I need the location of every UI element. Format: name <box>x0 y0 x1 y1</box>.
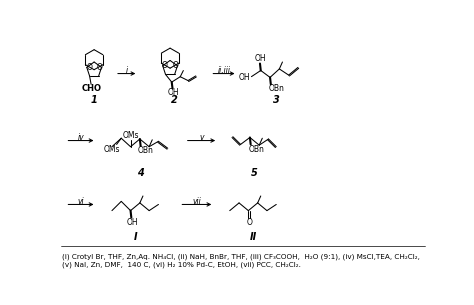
Text: II: II <box>249 232 256 242</box>
Text: OMs: OMs <box>104 145 120 154</box>
Text: O: O <box>96 63 102 72</box>
Text: (v) NaI, Zn, DMF,  140 C, (vi) H₂ 10% Pd-C, EtOH, (vii) PCC, CH₂Cl₂.: (v) NaI, Zn, DMF, 140 C, (vi) H₂ 10% Pd-… <box>63 261 301 268</box>
Text: 3: 3 <box>273 95 280 105</box>
Text: iv: iv <box>78 133 84 142</box>
Text: CHO: CHO <box>82 84 102 93</box>
Text: OMs: OMs <box>122 131 139 140</box>
Text: vii: vii <box>192 197 201 206</box>
Text: 5: 5 <box>251 168 258 178</box>
Text: 2: 2 <box>171 95 177 105</box>
Text: OH: OH <box>254 54 266 63</box>
Text: O: O <box>162 61 168 70</box>
Text: OH: OH <box>126 218 138 227</box>
Text: (i) Crotyl Br, THF, Zn,Aq. NH₄Cl, (ii) NaH, BnBr, THF, (iii) CF₃COOH,  H₂O (9:1): (i) Crotyl Br, THF, Zn,Aq. NH₄Cl, (ii) N… <box>63 254 420 260</box>
Text: 1: 1 <box>91 95 98 105</box>
Text: OBn: OBn <box>268 84 284 93</box>
Text: O: O <box>246 218 252 227</box>
Text: I: I <box>133 232 137 242</box>
Text: O: O <box>86 63 92 72</box>
Text: OH: OH <box>239 73 250 82</box>
Text: OH: OH <box>167 88 179 97</box>
Text: vi: vi <box>78 197 84 206</box>
Text: O: O <box>172 61 178 70</box>
Text: i: i <box>126 66 128 75</box>
Text: OBn: OBn <box>248 145 264 153</box>
Text: OBn: OBn <box>138 146 154 155</box>
Text: v: v <box>199 133 204 142</box>
Text: ii,iii: ii,iii <box>218 66 230 75</box>
Text: 4: 4 <box>137 168 144 178</box>
